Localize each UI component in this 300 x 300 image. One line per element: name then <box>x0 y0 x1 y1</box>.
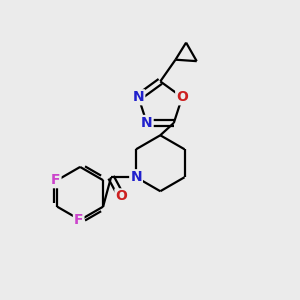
Text: N: N <box>130 170 142 184</box>
Text: N: N <box>133 90 144 104</box>
Text: F: F <box>51 173 61 187</box>
Text: F: F <box>74 213 83 227</box>
Text: N: N <box>141 116 153 130</box>
Text: O: O <box>116 189 127 203</box>
Text: O: O <box>176 90 188 104</box>
